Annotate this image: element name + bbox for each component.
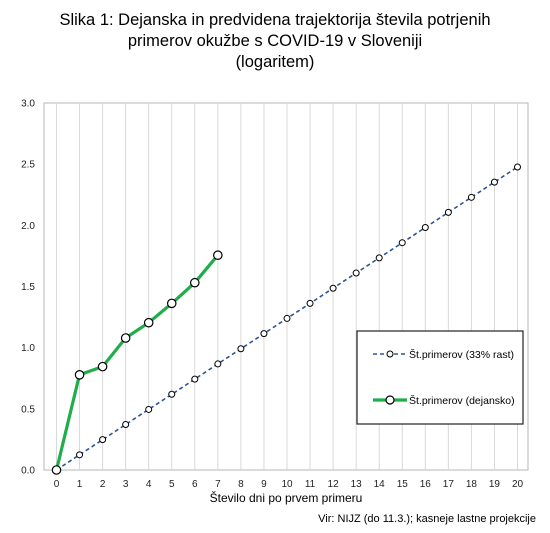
y-tick-label: 3.0 [21,99,35,110]
data-point-actual [213,250,223,260]
x-tick-label: 19 [489,479,501,490]
data-point-projected [421,224,429,232]
x-tick-label: 9 [261,479,267,490]
data-point-actual [97,361,108,372]
legend-label-projected: Št.primerov (33% rast) [409,348,514,361]
data-point-actual [120,333,131,343]
data-point-actual [51,465,62,475]
x-tick-label: 13 [351,479,363,490]
data-point-projected [514,163,521,171]
x-tick-label: 10 [281,479,293,490]
chart-title-line-2: primerov okužbe s COVID-19 v Sloveniji [127,32,423,50]
x-tick-label: 20 [512,479,524,490]
data-point-projected [467,193,475,201]
x-tick-label: 3 [123,479,129,490]
legend-marker-projected [386,350,394,358]
legend: Št.primerov (33% rast) Št.primerov (deja… [356,330,524,425]
data-point-projected [214,360,222,368]
y-tick-label: 0.0 [21,466,35,477]
data-point-actual [166,298,177,309]
chart-title-line-1: Slika 1: Dejanska in predvidena trajekto… [59,11,491,29]
y-tick-label: 2.0 [21,221,35,232]
chart-title-line-3: (logaritem) [235,53,315,71]
data-point-actual [74,370,85,380]
x-axis-title: Število dni po prvem primeru [210,490,363,505]
data-point-projected [237,345,245,353]
x-tick-label: 5 [169,479,175,490]
x-tick-label: 0 [54,479,60,490]
data-point-projected [352,269,360,277]
data-point-projected [329,284,337,292]
source-note: Vir: NIJZ (do 11.3.); kasneje lastne pro… [318,513,536,525]
y-tick-label: 1.5 [21,282,35,293]
data-point-projected [145,405,153,413]
data-point-projected [306,299,314,307]
data-point-projected [398,239,406,247]
x-tick-label: 16 [420,479,432,490]
data-point-projected [168,390,176,398]
legend-marker-actual [385,395,395,405]
data-point-projected [490,178,498,186]
data-point-projected [122,420,130,428]
x-tick-label: 6 [192,479,198,490]
data-point-projected [375,254,383,262]
data-point-actual [190,277,200,288]
x-tick-label: 18 [466,479,478,490]
y-tick-label: 0.5 [21,404,35,415]
legend-box [356,330,524,425]
data-point-projected [99,436,107,444]
x-tick-label: 17 [443,479,455,490]
data-point-projected [283,314,291,322]
data-point-projected [191,375,199,383]
x-tick-label: 2 [100,479,106,490]
data-point-projected [76,451,84,459]
x-tick-label: 15 [397,479,409,490]
data-point-projected [444,208,452,216]
y-tick-label: 1.0 [21,343,35,354]
x-tick-label: 4 [146,479,152,490]
x-tick-label: 7 [215,479,221,490]
data-point-actual [143,317,154,328]
legend-label-actual: Št.primerov (dejansko) [409,394,515,407]
data-point-projected [260,330,268,338]
x-tick-label: 12 [328,479,340,490]
y-tick-label: 2.5 [21,160,35,171]
x-tick-label: 8 [238,479,244,490]
x-tick-label: 11 [305,479,316,490]
x-tick-label: 1 [77,479,83,490]
x-tick-label: 14 [374,479,386,490]
chart-title: Slika 1: Dejanska in predvidena trajekto… [0,10,550,73]
